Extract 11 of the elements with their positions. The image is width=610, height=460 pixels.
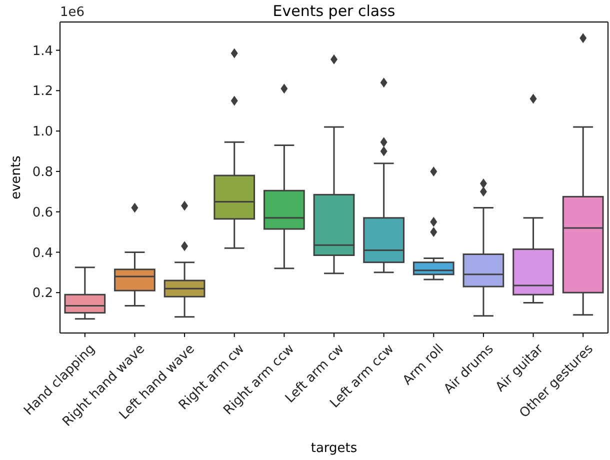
text: 1e6: [60, 5, 85, 20]
x-axis-title: targets: [310, 441, 358, 456]
y-tick-label: 1.4: [32, 44, 53, 59]
y-axis-title: events: [9, 155, 24, 200]
y-tick-label: 0.4: [32, 246, 53, 261]
chart-title: Events per class: [272, 2, 396, 20]
y-tick-label: 0.8: [32, 164, 53, 180]
y-tick-label: 1.0: [32, 124, 53, 140]
y-tick-label: 0.6: [32, 205, 53, 220]
y-tick-label: 0.2: [32, 286, 53, 302]
y-tick-label: 1.2: [32, 84, 53, 100]
